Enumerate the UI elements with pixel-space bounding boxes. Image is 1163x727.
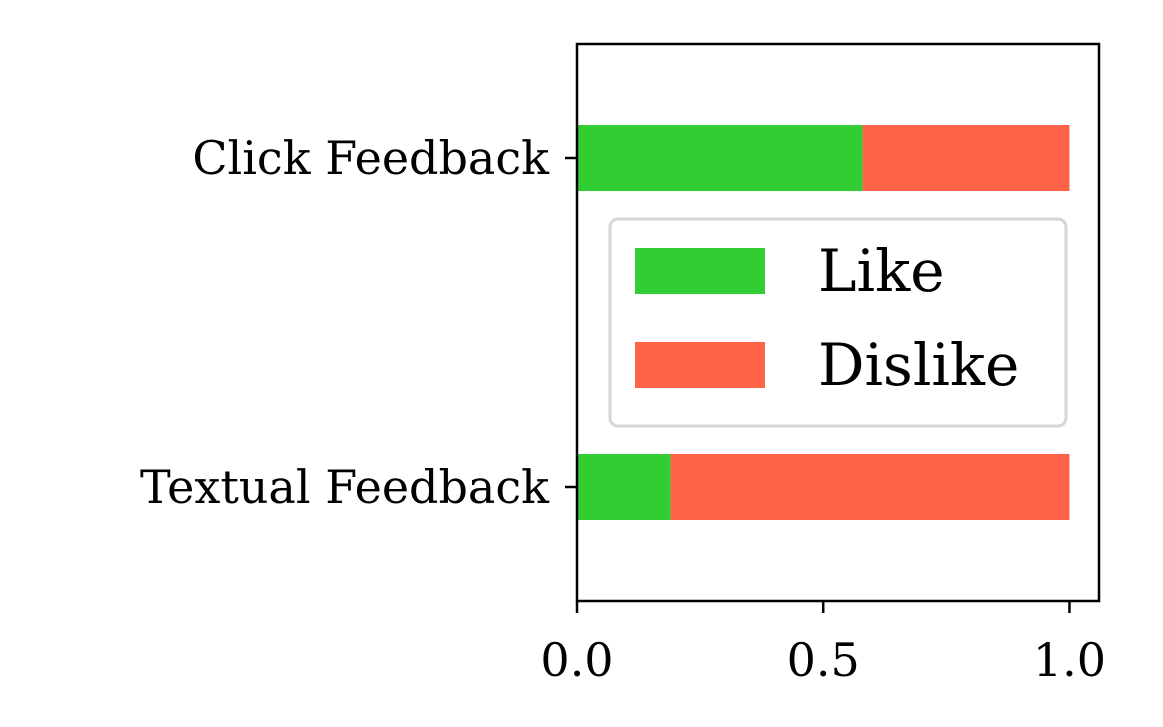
y-axis: Click Feedback Textual Feedback: [140, 131, 577, 514]
bar-textual-feedback-dislike: [671, 454, 1070, 520]
legend-label-like: Like: [818, 237, 945, 305]
x-tick-label-1: 0.5: [787, 633, 860, 687]
bar-click-feedback-like: [577, 125, 863, 191]
legend-swatch-dislike: [635, 342, 765, 388]
y-tick-label-click-feedback: Click Feedback: [192, 131, 550, 185]
x-tick-label-0: 0.0: [540, 633, 613, 687]
bar-click-feedback-dislike: [863, 125, 1070, 191]
x-axis: 0.0 0.5 1.0: [540, 601, 1106, 687]
bar-textual-feedback-like: [577, 454, 671, 520]
legend: Like Dislike: [610, 219, 1066, 426]
y-tick-label-textual-feedback: Textual Feedback: [140, 460, 550, 514]
legend-label-dislike: Dislike: [818, 331, 1019, 399]
legend-swatch-like: [635, 248, 765, 294]
x-tick-label-2: 1.0: [1033, 633, 1106, 687]
